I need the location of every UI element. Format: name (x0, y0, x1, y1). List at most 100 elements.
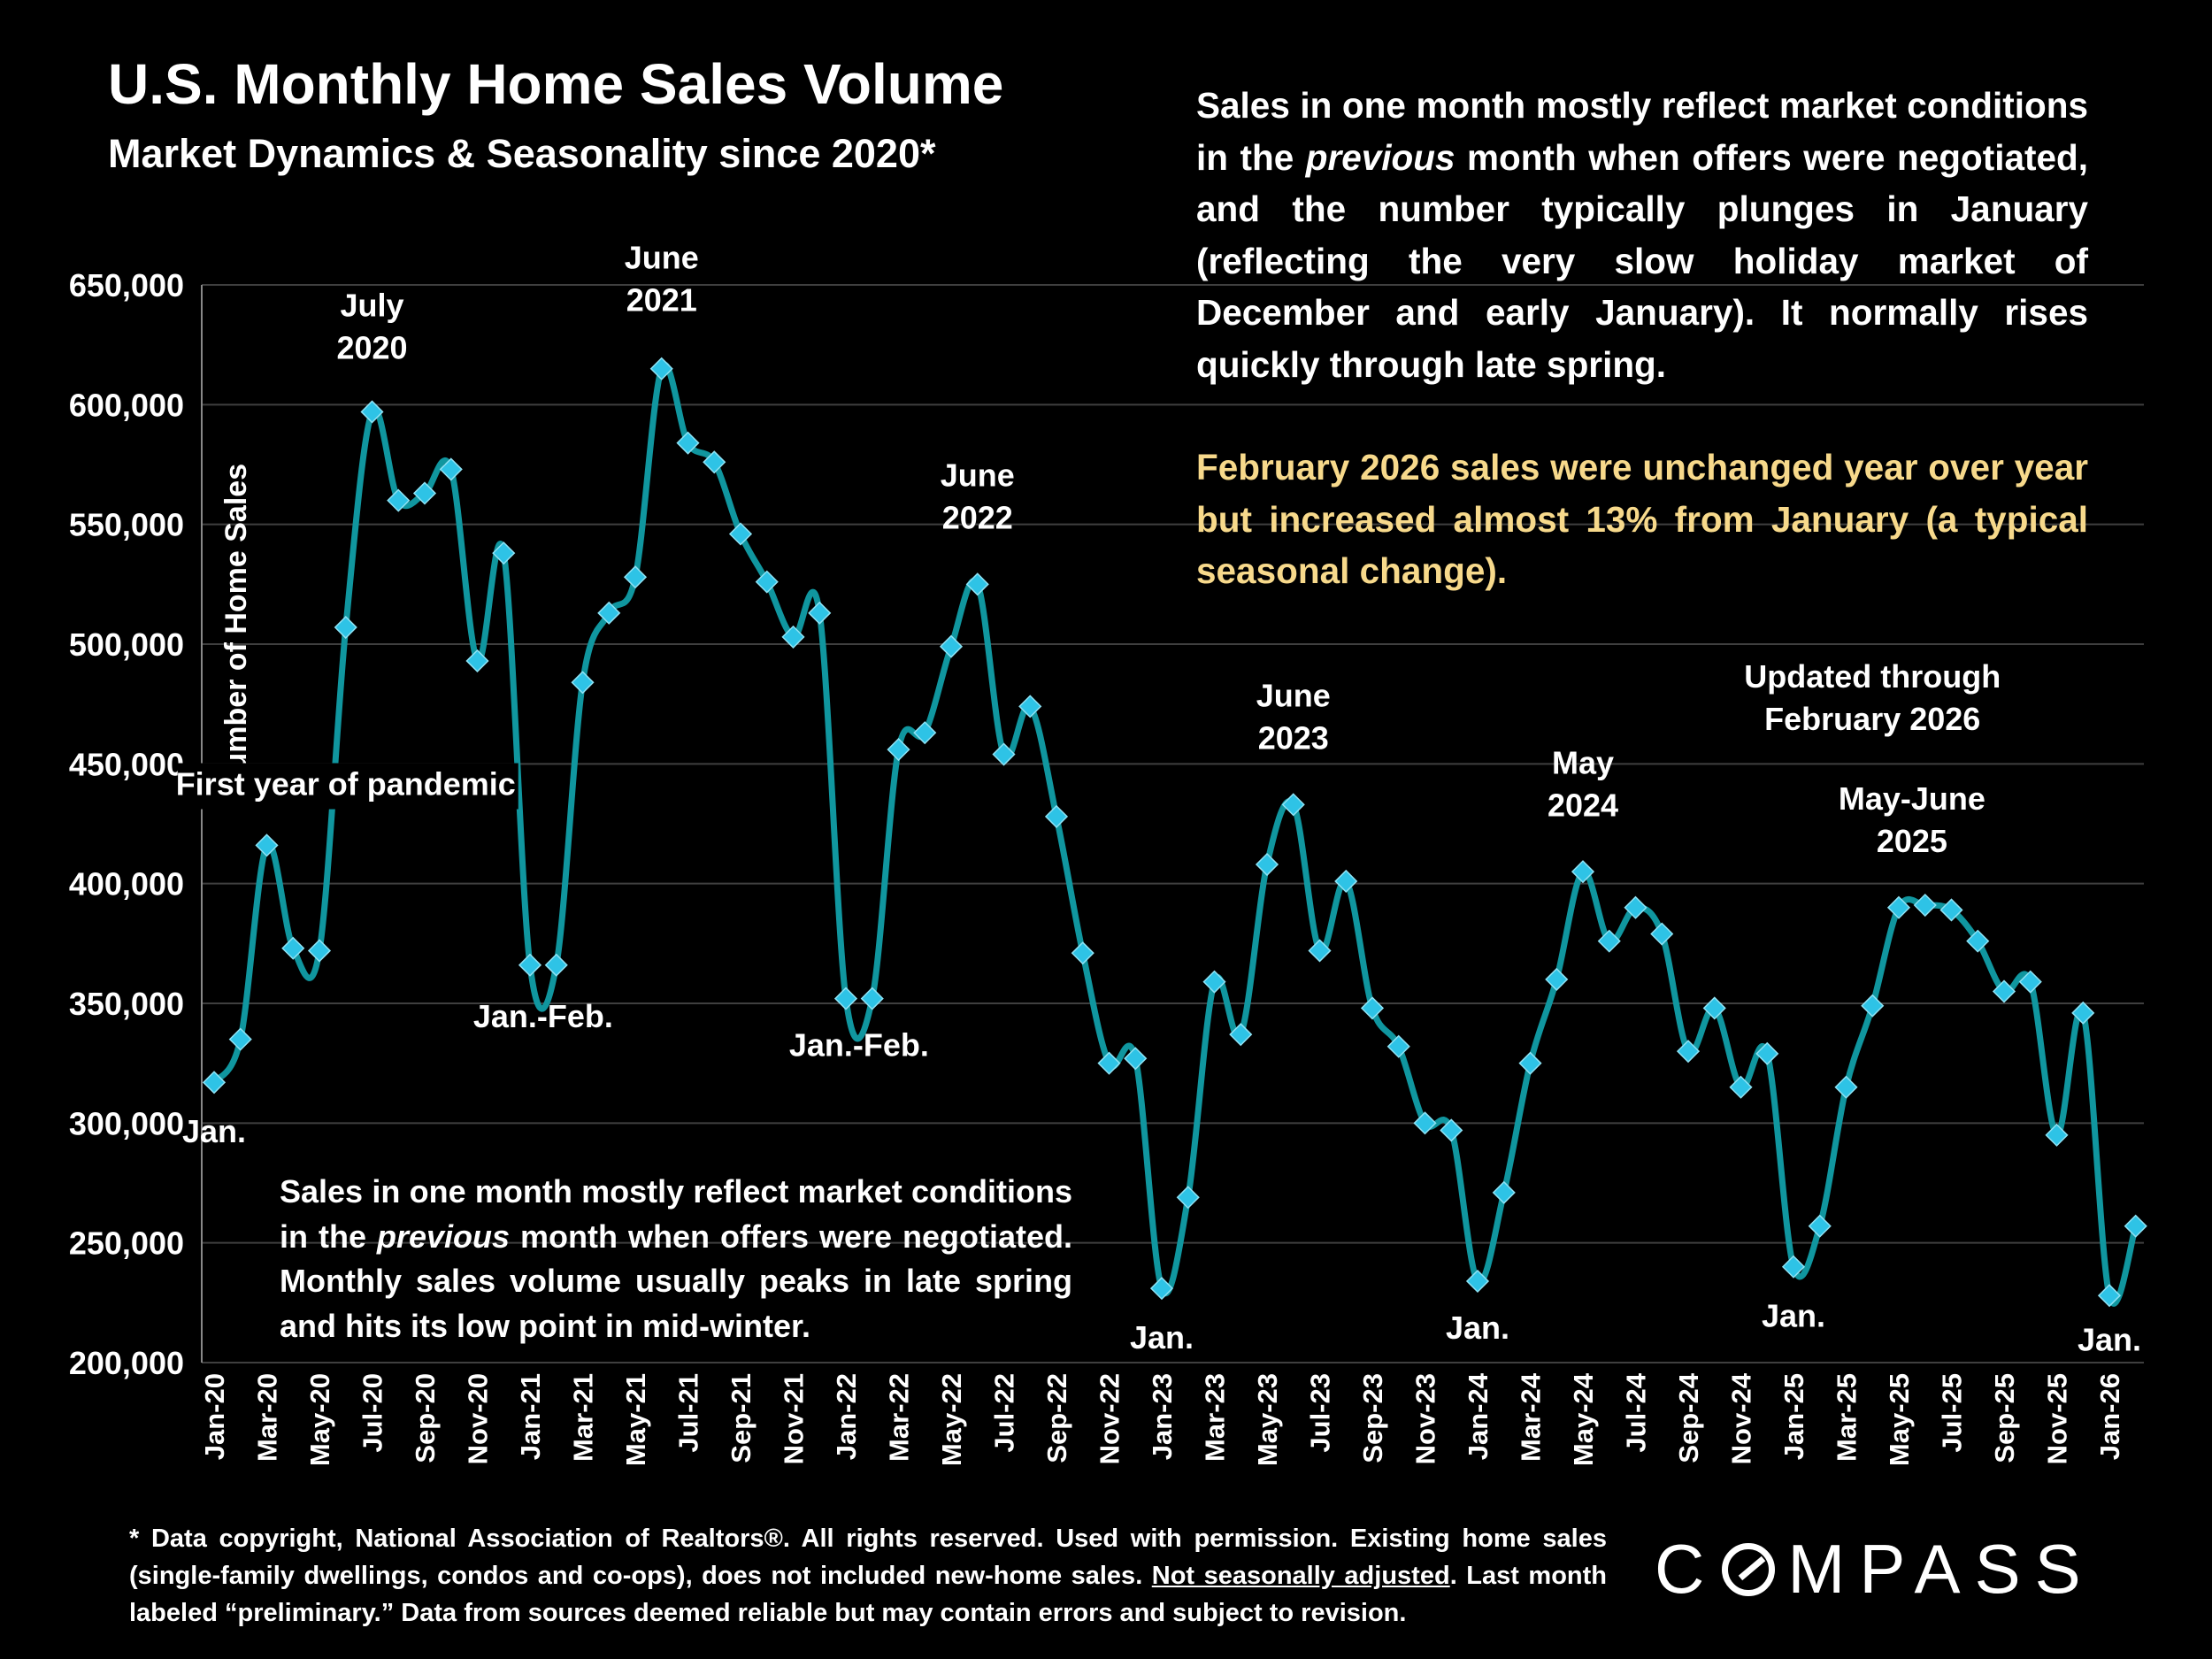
chart-annotation: Jan.-Feb. (789, 1027, 929, 1064)
x-tick-label: May-21 (620, 1373, 651, 1466)
data-point (913, 721, 937, 745)
data-point (1861, 994, 1885, 1018)
x-tick-label: Nov-23 (1410, 1373, 1441, 1464)
chart-annotation: May-June 2025 (1839, 780, 1985, 859)
data-point (1044, 804, 1069, 828)
x-tick-label: Nov-20 (463, 1373, 494, 1464)
data-point (1781, 1255, 1806, 1279)
data-point (1465, 1269, 1490, 1294)
data-point (2124, 1214, 2147, 1238)
data-point (2045, 1123, 2069, 1147)
data-point (439, 457, 463, 481)
chart-annotation: July 2020 (336, 288, 407, 366)
y-tick-label: 600,000 (69, 387, 184, 423)
y-tick-label: 350,000 (69, 986, 184, 1022)
data-point (1729, 1075, 1753, 1099)
x-tick-label: May-24 (1568, 1372, 1599, 1466)
data-point (281, 936, 305, 960)
data-point (360, 400, 384, 424)
x-tick-label: Mar-22 (884, 1373, 915, 1462)
compass-logo: C MPASS (1655, 1530, 2095, 1608)
data-point (1676, 1040, 1701, 1064)
chart-annotation: Jan. (182, 1113, 246, 1149)
x-tick-label: Jul-25 (1937, 1373, 1968, 1453)
data-point (992, 742, 1016, 766)
data-point (1308, 939, 1332, 963)
data-point (755, 570, 779, 594)
chart-annotation: June 2022 (941, 457, 1015, 536)
data-point (571, 671, 595, 695)
data-point (1545, 967, 1569, 991)
x-tick-label: Sep-25 (1989, 1373, 2020, 1463)
x-tick-label: Jan-24 (1463, 1372, 1494, 1460)
data-point (518, 953, 542, 977)
data-point (808, 601, 832, 625)
data-point (1702, 996, 1726, 1020)
data-point (1281, 793, 1305, 817)
data-point (1966, 929, 1990, 953)
highlight-commentary: February 2026 sales were unchanged year … (1196, 447, 2088, 591)
y-tick-labels: 200,000 250,000 300,000 350,000 400,000 450,0… (69, 267, 184, 1381)
x-tick-label: Mar-21 (568, 1373, 599, 1462)
data-point (1571, 860, 1595, 884)
x-tick-label: Sep-22 (1041, 1373, 1072, 1463)
x-tick-label: Nov-22 (1094, 1373, 1125, 1464)
data-point (544, 953, 568, 977)
y-tick-label: 200,000 (69, 1345, 184, 1381)
chart-annotation: Jan. (1762, 1297, 1825, 1333)
compass-logo-o-icon (1722, 1542, 1776, 1596)
data-point (465, 649, 489, 673)
chart-annotation: Jan. (1446, 1310, 1509, 1346)
y-tick-label: 300,000 (69, 1105, 184, 1141)
chart-annotation: June 2021 (625, 239, 699, 318)
x-tick-label: Sep-23 (1357, 1373, 1388, 1463)
data-point (1913, 893, 1937, 918)
chart-annotation: Jan. (1130, 1319, 1194, 1356)
data-point (1018, 695, 1042, 718)
data-point (1386, 1034, 1410, 1058)
data-point (2018, 970, 2042, 994)
x-tick-label: May-22 (936, 1373, 967, 1466)
x-tick-label: Jan-26 (2094, 1373, 2125, 1460)
data-point (1886, 895, 1911, 919)
data-point (1149, 1277, 1174, 1301)
data-point (1492, 1180, 1516, 1204)
x-tick-label: Jul-23 (1305, 1373, 1336, 1453)
y-tick-label: 650,000 (69, 267, 184, 303)
chart-annotation: Updated through February 2026 (1744, 658, 2001, 737)
data-point (1413, 1111, 1437, 1135)
x-tick-label: Mar-24 (1516, 1372, 1547, 1462)
chart-annotation: Jan. (2078, 1321, 2141, 1357)
data-point (255, 833, 279, 857)
y-tick-label: 550,000 (69, 507, 184, 543)
data-point (1255, 852, 1279, 877)
commentary-box: Sales in one month mostly reflect market… (1196, 80, 2088, 597)
x-tick-label: Jan-21 (515, 1373, 546, 1460)
data-point (1097, 1051, 1121, 1075)
chart-annotation: May 2024 (1548, 745, 1618, 824)
x-tick-label: Mar-20 (252, 1373, 283, 1462)
y-axis-label: Number of Home Sales (219, 464, 253, 793)
data-point (1597, 929, 1621, 953)
x-tick-label: Nov-25 (2042, 1373, 2073, 1464)
chart-annotation: Jan.-Feb. (473, 998, 613, 1034)
data-point (1440, 1118, 1463, 1142)
x-tick-label: May-23 (1252, 1373, 1283, 1466)
x-tick-label: Jul-24 (1621, 1372, 1652, 1452)
data-point (1124, 1047, 1148, 1071)
data-point (1518, 1051, 1542, 1075)
annotation-backdrop (177, 763, 518, 810)
data-point (1229, 1023, 1253, 1047)
data-point (965, 572, 989, 596)
data-point (833, 987, 858, 1010)
data-point (2071, 1001, 2095, 1025)
data-point (412, 481, 437, 505)
data-point (1176, 1186, 1200, 1210)
data-point (1624, 895, 1647, 919)
data-point (387, 488, 411, 512)
data-point (1939, 898, 1963, 922)
x-tick-label: Jul-22 (989, 1373, 1020, 1453)
x-tick-label: Jan-25 (1778, 1373, 1809, 1460)
chart-subtitle: Market Dynamics & Seasonality since 2020… (108, 131, 936, 176)
